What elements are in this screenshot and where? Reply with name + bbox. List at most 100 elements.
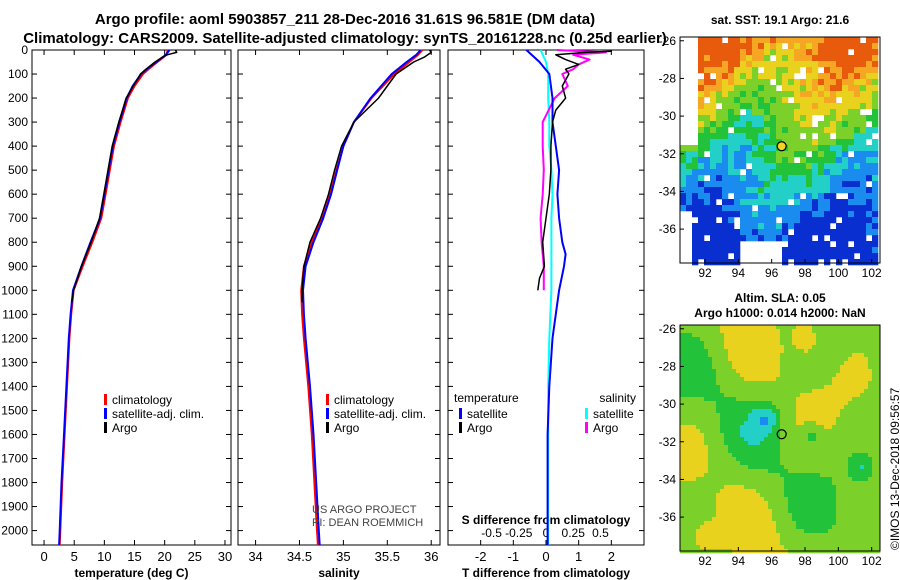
map-cell [776, 401, 781, 406]
map-cell [830, 169, 837, 176]
map-cell [728, 521, 733, 526]
map-cell [776, 477, 781, 482]
map-cell [724, 529, 729, 534]
map-cell [824, 417, 829, 422]
map-cell [724, 445, 729, 450]
map-cell [728, 217, 735, 224]
map-cell [752, 389, 757, 394]
map-cell [720, 505, 725, 510]
map-cell [844, 373, 849, 378]
map-cell [760, 421, 765, 426]
map-cell [764, 37, 771, 44]
map-cell [780, 345, 785, 350]
map-cell [740, 401, 745, 406]
map-cell [848, 493, 853, 498]
map-cell [782, 253, 789, 260]
map-cell [722, 235, 729, 242]
map-cell [816, 441, 821, 446]
map-cell [812, 79, 819, 86]
map-cell [728, 247, 735, 254]
map-cell [696, 505, 701, 510]
map-cell [854, 79, 861, 86]
map-cell [716, 235, 723, 242]
map-cell [828, 413, 833, 418]
map-cell [848, 537, 853, 542]
map-cell [812, 377, 817, 382]
map-cell [876, 341, 881, 346]
map-cell [728, 67, 735, 74]
map-cell [780, 525, 785, 530]
map-cell [692, 417, 697, 422]
map-cell [856, 461, 861, 466]
map-y-tick-label: -36 [659, 510, 677, 524]
map-cell [808, 457, 813, 462]
map-cell [868, 357, 873, 362]
map-cell [804, 409, 809, 414]
map-cell [700, 541, 705, 546]
map-cell [768, 333, 773, 338]
map-cell [710, 109, 717, 116]
map-cell [716, 417, 721, 422]
map-cell [764, 417, 769, 422]
map-cell [732, 333, 737, 338]
map-cell [804, 453, 809, 458]
map-cell [704, 79, 711, 86]
map-cell [712, 465, 717, 470]
map-cell [760, 517, 765, 522]
map-cell [732, 533, 737, 538]
map-cell [804, 473, 809, 478]
map-cell [704, 193, 711, 200]
map-cell [724, 373, 729, 378]
map-cell [868, 329, 873, 334]
map-cell [872, 453, 877, 458]
map-cell [812, 97, 819, 104]
map-cell [792, 513, 797, 518]
map-cell [788, 235, 795, 242]
map-cell [732, 465, 737, 470]
map-cell [860, 469, 865, 474]
map-cell [716, 133, 723, 140]
map-cell [770, 139, 777, 146]
map-cell [692, 513, 697, 518]
map-cell [728, 223, 735, 230]
map-cell [712, 337, 717, 342]
map-cell [744, 361, 749, 366]
map-cell [740, 541, 745, 546]
map-cell [708, 413, 713, 418]
map-cell [716, 469, 721, 474]
map-cell [868, 489, 873, 494]
map-cell [800, 329, 805, 334]
map-cell [716, 241, 723, 248]
map-cell [734, 151, 741, 158]
map-cell [800, 513, 805, 518]
map-cell [832, 481, 837, 486]
map-cell [744, 341, 749, 346]
map-cell [696, 377, 701, 382]
map-cell [728, 429, 733, 434]
map-cell [840, 441, 845, 446]
map-cell [800, 469, 805, 474]
map-cell [784, 501, 789, 506]
x-tick-label: 35.5 [375, 549, 400, 564]
map-cell [812, 357, 817, 362]
map-cell [740, 441, 745, 446]
map-cell [700, 529, 705, 534]
map-cell [776, 465, 781, 470]
map-cell [788, 537, 793, 542]
map-cell [782, 151, 789, 158]
map-cell [716, 401, 721, 406]
map-cell [698, 67, 705, 74]
map-cell [708, 505, 713, 510]
map-cell [792, 389, 797, 394]
map-cell [860, 545, 865, 550]
map-cell [704, 205, 711, 212]
map-cell [704, 513, 709, 518]
map-cell [800, 421, 805, 426]
map-cell [800, 187, 807, 194]
map-cell [806, 181, 813, 188]
map-cell [712, 437, 717, 442]
map-cell [712, 353, 717, 358]
map-cell [840, 385, 845, 390]
map-x-tick-label: 96 [765, 266, 779, 280]
map-cell [708, 369, 713, 374]
